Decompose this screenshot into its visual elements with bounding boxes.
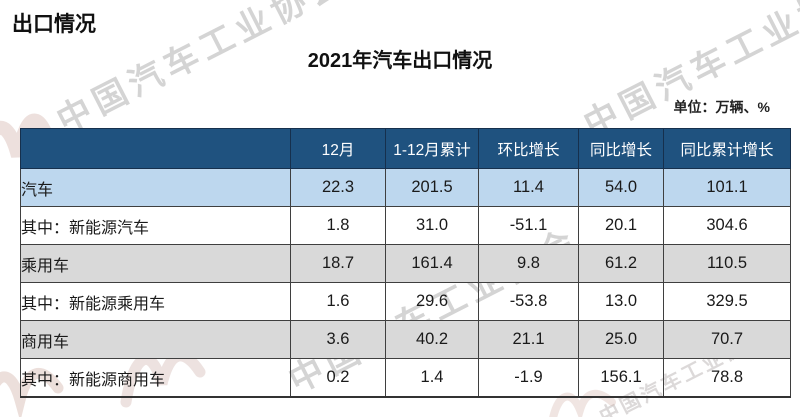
value-cell: 1.4: [385, 358, 479, 398]
row-label: 乘用车: [20, 244, 291, 283]
column-header-cumulative: 1-12月累计: [385, 128, 479, 169]
table-header-row: 12月 1-12月累计 环比增长 同比增长 同比累计增长: [20, 128, 791, 169]
table-row-nev-commercial: 其中：新能源商用车 0.2 1.4 -1.9 156.1 78.8: [20, 358, 791, 398]
value-cell: 201.5: [385, 168, 479, 207]
table-row-passenger: 乘用车 18.7 161.4 9.8 61.2 110.5: [20, 244, 791, 283]
value-cell: 40.2: [385, 320, 479, 359]
table-row-nev-autos: 其中：新能源汽车 1.8 31.0 -51.1 20.1 304.6: [20, 206, 791, 245]
column-header-category: [20, 128, 291, 169]
value-cell: 161.4: [385, 244, 479, 283]
export-table: 12月 1-12月累计 环比增长 同比增长 同比累计增长 汽车 22.3 201…: [20, 128, 791, 398]
value-cell: 29.6: [385, 282, 479, 321]
table-row-nev-passenger: 其中：新能源乘用车 1.6 29.6 -53.8 13.0 329.5: [20, 282, 791, 321]
column-header-yoy-growth: 同比增长: [578, 128, 664, 169]
row-label: 商用车: [20, 320, 291, 359]
table-title: 2021年汽车出口情况: [307, 50, 493, 72]
value-cell: 13.0: [578, 282, 664, 321]
watermark-text: 中国汽车工业协会: [577, 0, 800, 145]
row-label: 其中：新能源乘用车: [20, 282, 291, 321]
value-cell: -51.1: [478, 206, 579, 245]
value-cell: 110.5: [663, 244, 791, 283]
value-cell: 329.5: [663, 282, 791, 321]
row-label: 其中：新能源汽车: [20, 206, 291, 245]
column-header-december: 12月: [290, 128, 386, 169]
value-cell: 70.7: [663, 320, 791, 359]
column-header-mom-growth: 环比增长: [478, 128, 579, 169]
value-cell: 156.1: [578, 358, 664, 398]
unit-label: 单位：万辆、%: [673, 99, 770, 115]
value-cell: 78.8: [663, 358, 791, 398]
table-row-commercial: 商用车 3.6 40.2 21.1 25.0 70.7: [20, 320, 791, 359]
value-cell: 11.4: [478, 168, 579, 207]
value-cell: 31.0: [385, 206, 479, 245]
value-cell: 20.1: [578, 206, 664, 245]
value-cell: 25.0: [578, 320, 664, 359]
value-cell: 54.0: [578, 168, 664, 207]
row-label: 汽车: [20, 168, 291, 207]
value-cell: 0.2: [290, 358, 386, 398]
value-cell: 18.7: [290, 244, 386, 283]
column-header-yoy-cumulative-growth: 同比累计增长: [663, 128, 791, 169]
row-label: 其中：新能源商用车: [20, 358, 291, 398]
value-cell: 3.6: [290, 320, 386, 359]
value-cell: 1.8: [290, 206, 386, 245]
value-cell: 9.8: [478, 244, 579, 283]
value-cell: -1.9: [478, 358, 579, 398]
value-cell: -53.8: [478, 282, 579, 321]
value-cell: 22.3: [290, 168, 386, 207]
value-cell: 101.1: [663, 168, 791, 207]
section-heading: 出口情况: [12, 13, 96, 36]
value-cell: 61.2: [578, 244, 664, 283]
value-cell: 304.6: [663, 206, 791, 245]
table-row-autos: 汽车 22.3 201.5 11.4 54.0 101.1: [20, 168, 791, 207]
value-cell: 1.6: [290, 282, 386, 321]
value-cell: 21.1: [478, 320, 579, 359]
